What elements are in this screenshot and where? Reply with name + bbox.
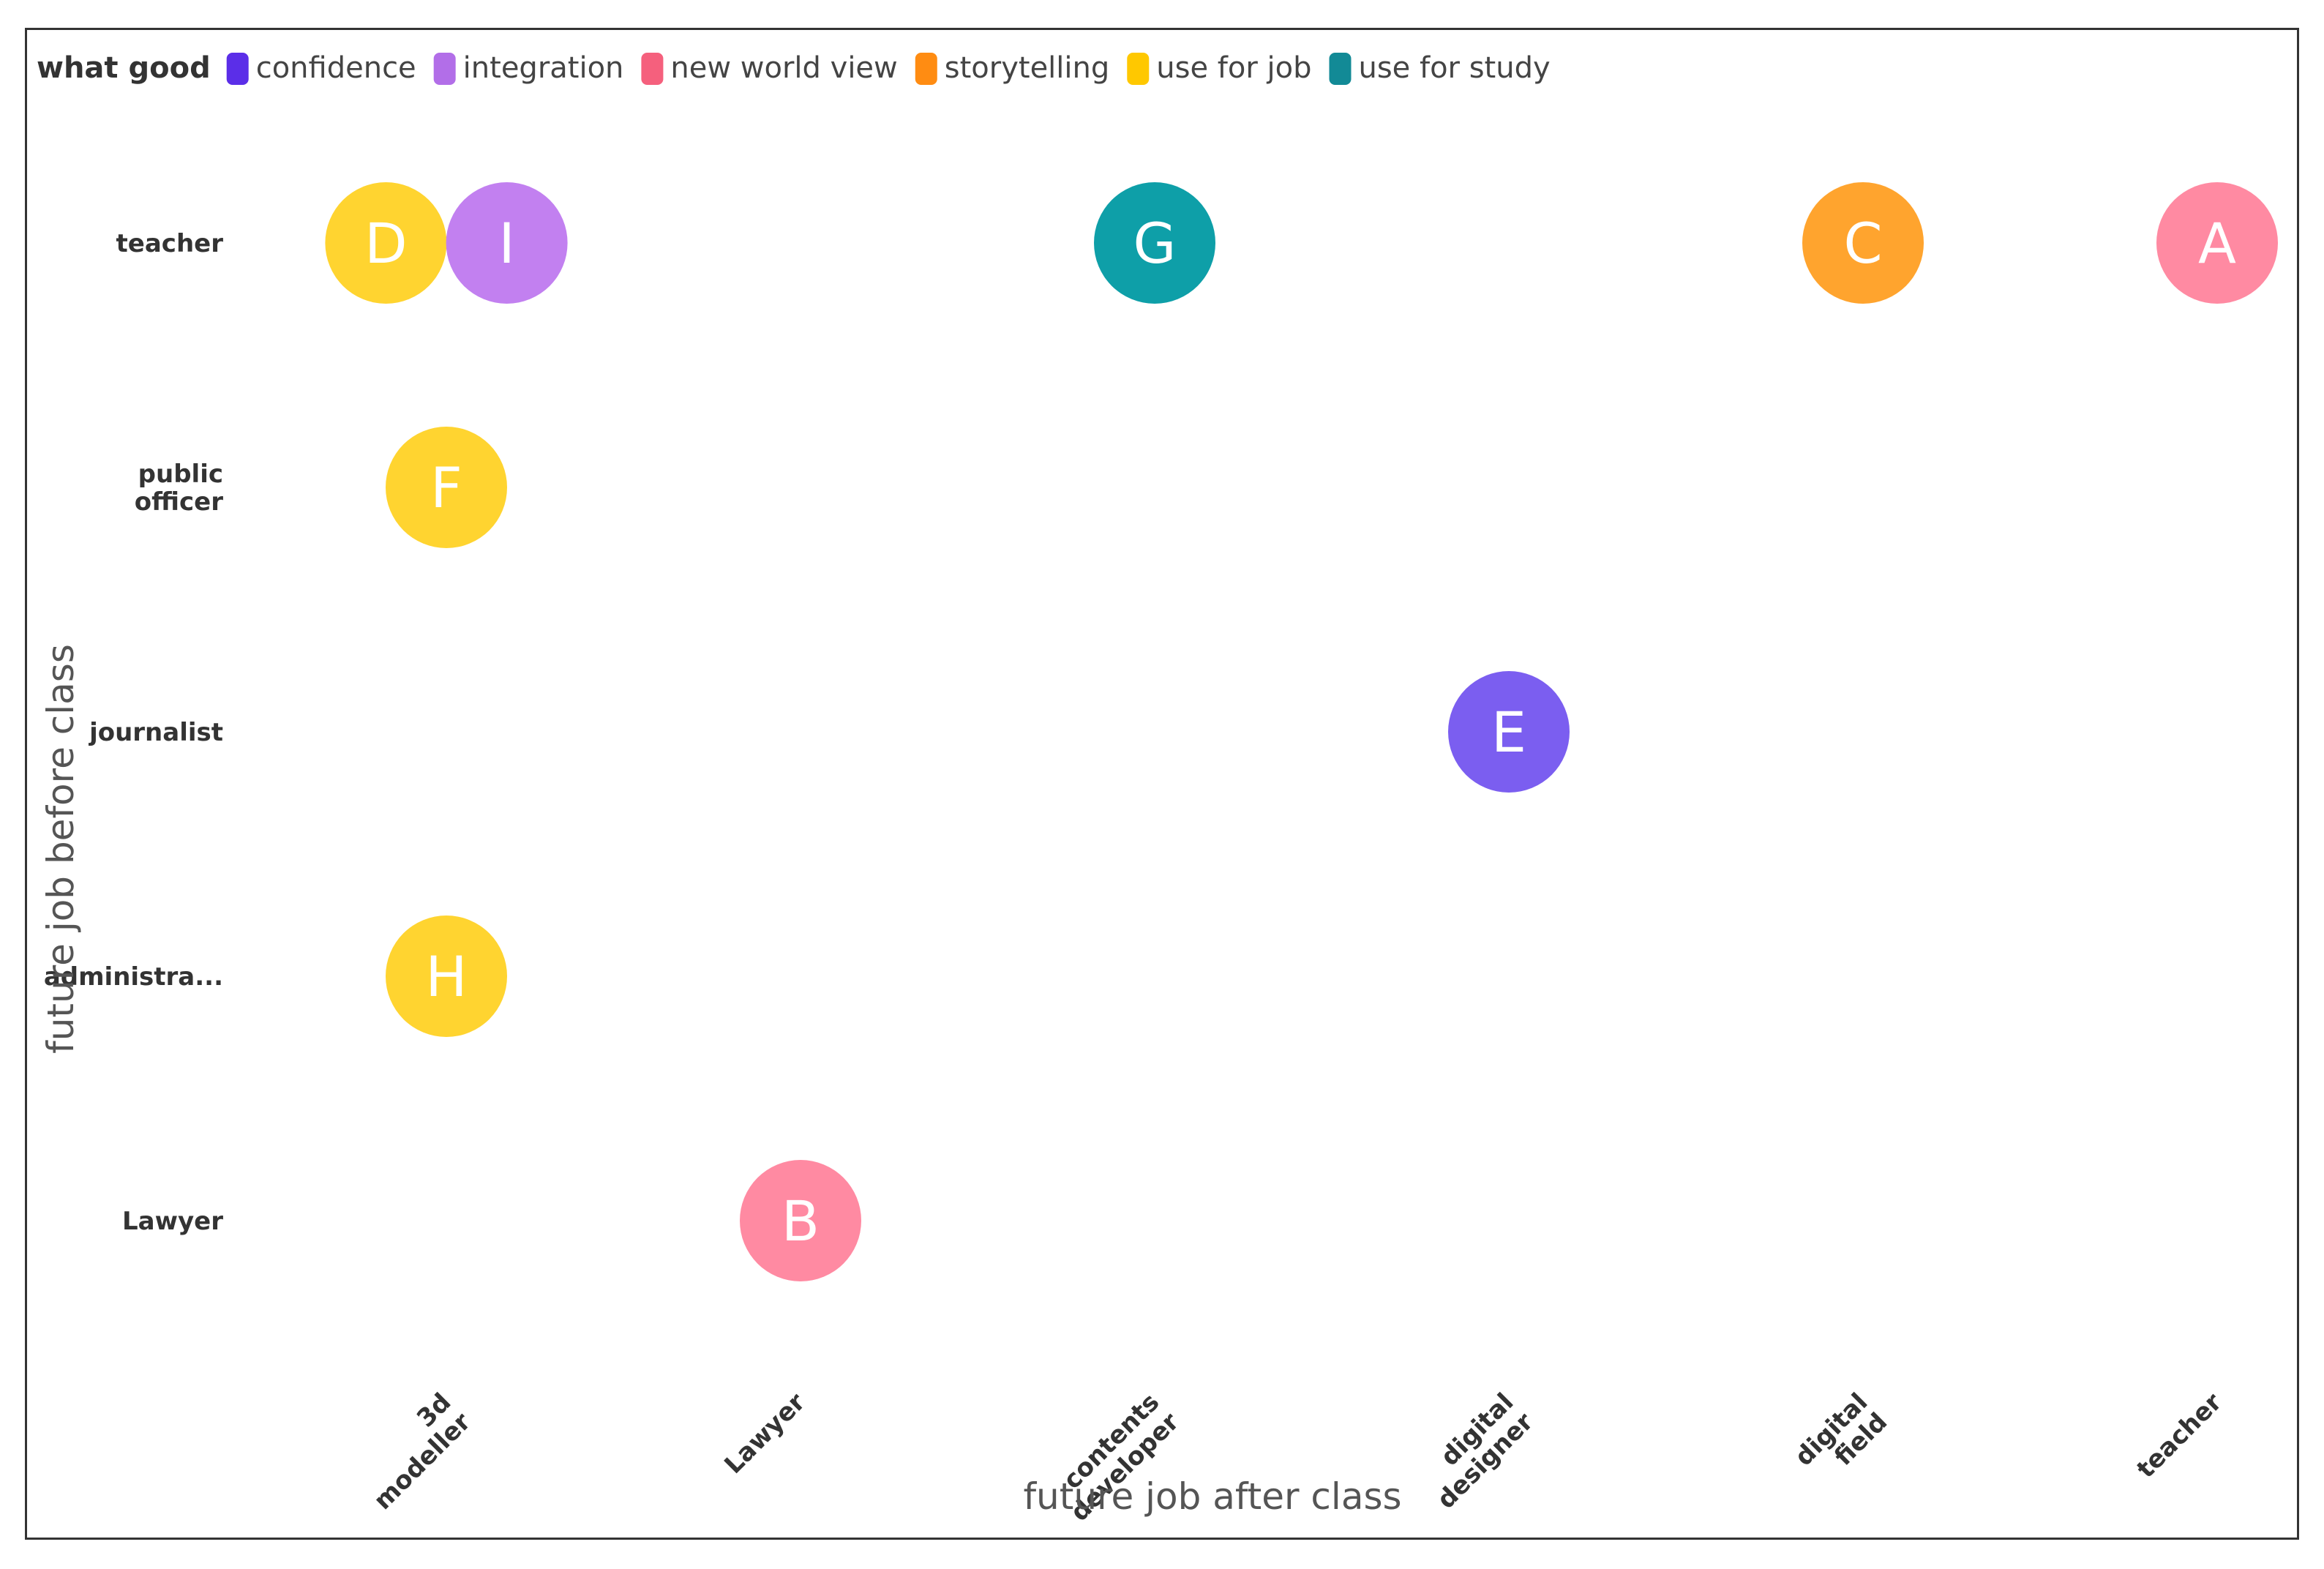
legend-label: integration <box>463 51 624 85</box>
bubble-label: F <box>430 455 462 520</box>
bubble-label: B <box>781 1188 820 1254</box>
y-tick-label: journalist <box>88 718 223 747</box>
y-tick-label: public officer <box>135 460 223 517</box>
legend-swatch <box>1127 53 1150 85</box>
legend-label: use for job <box>1156 51 1311 85</box>
y-tick-label: teacher <box>116 229 224 258</box>
legend-label: confidence <box>256 51 416 85</box>
bubble-point[interactable]: E <box>1448 671 1570 793</box>
bubble-circle[interactable] <box>2156 182 2278 304</box>
legend-swatch <box>915 53 937 85</box>
legend-swatch <box>433 53 456 85</box>
legend-title: what good <box>37 51 211 85</box>
legend-label: new world view <box>670 51 897 85</box>
bubble-label: H <box>425 944 467 1009</box>
bubble-circle[interactable] <box>386 915 507 1037</box>
bubble-circle[interactable] <box>740 1160 861 1281</box>
bubble-circle[interactable] <box>1094 182 1215 304</box>
bubble-label: C <box>1843 211 1882 276</box>
bubble-circle[interactable] <box>1802 182 1924 304</box>
bubble-point[interactable]: F <box>386 427 507 548</box>
x-tick-label: digitalfield <box>1789 1388 1893 1491</box>
y-axis-title: future job before class <box>40 644 82 1054</box>
x-tick-label: 3dmodeller <box>348 1388 476 1516</box>
bubble-point[interactable]: D <box>325 182 447 304</box>
bubble-point[interactable]: G <box>1094 182 1215 304</box>
x-tick-label: Lawyer <box>719 1388 811 1480</box>
legend-swatch <box>641 53 664 85</box>
y-tick-label: Lawyer <box>122 1207 223 1236</box>
x-tick-label: teacher <box>2132 1388 2228 1484</box>
x-tick-label: digitaldesigner <box>1412 1388 1540 1515</box>
bubble-point[interactable]: I <box>446 182 568 304</box>
legend-swatch <box>1329 53 1352 85</box>
legend-label: storytelling <box>945 51 1110 85</box>
bubble-label: I <box>498 211 514 276</box>
y-tick-label: administra... <box>44 962 223 992</box>
bubble-label: A <box>2198 211 2236 276</box>
bubble-point[interactable]: A <box>2156 182 2278 304</box>
bubble-label: E <box>1491 700 1526 765</box>
bubbles: D I G C A F E H B <box>325 182 2278 1281</box>
bubble-point[interactable]: H <box>386 915 507 1037</box>
x-axis-title: future job after class <box>1023 1475 1401 1518</box>
bubble-label: D <box>364 211 408 276</box>
legend-label: use for study <box>1358 51 1550 85</box>
bubble-circle[interactable] <box>325 182 447 304</box>
bubble-point[interactable]: B <box>740 1160 861 1281</box>
legend: what good confidence integration new world… <box>37 51 1551 85</box>
bubble-label: G <box>1133 211 1177 276</box>
bubble-circle[interactable] <box>446 182 568 304</box>
bubble-circle[interactable] <box>386 427 507 548</box>
legend-swatch <box>226 53 249 85</box>
bubble-point[interactable]: C <box>1802 182 1924 304</box>
bubble-circle[interactable] <box>1448 671 1570 793</box>
y-axis-ticks: teacher public officer journalist administra… <box>44 229 223 1236</box>
